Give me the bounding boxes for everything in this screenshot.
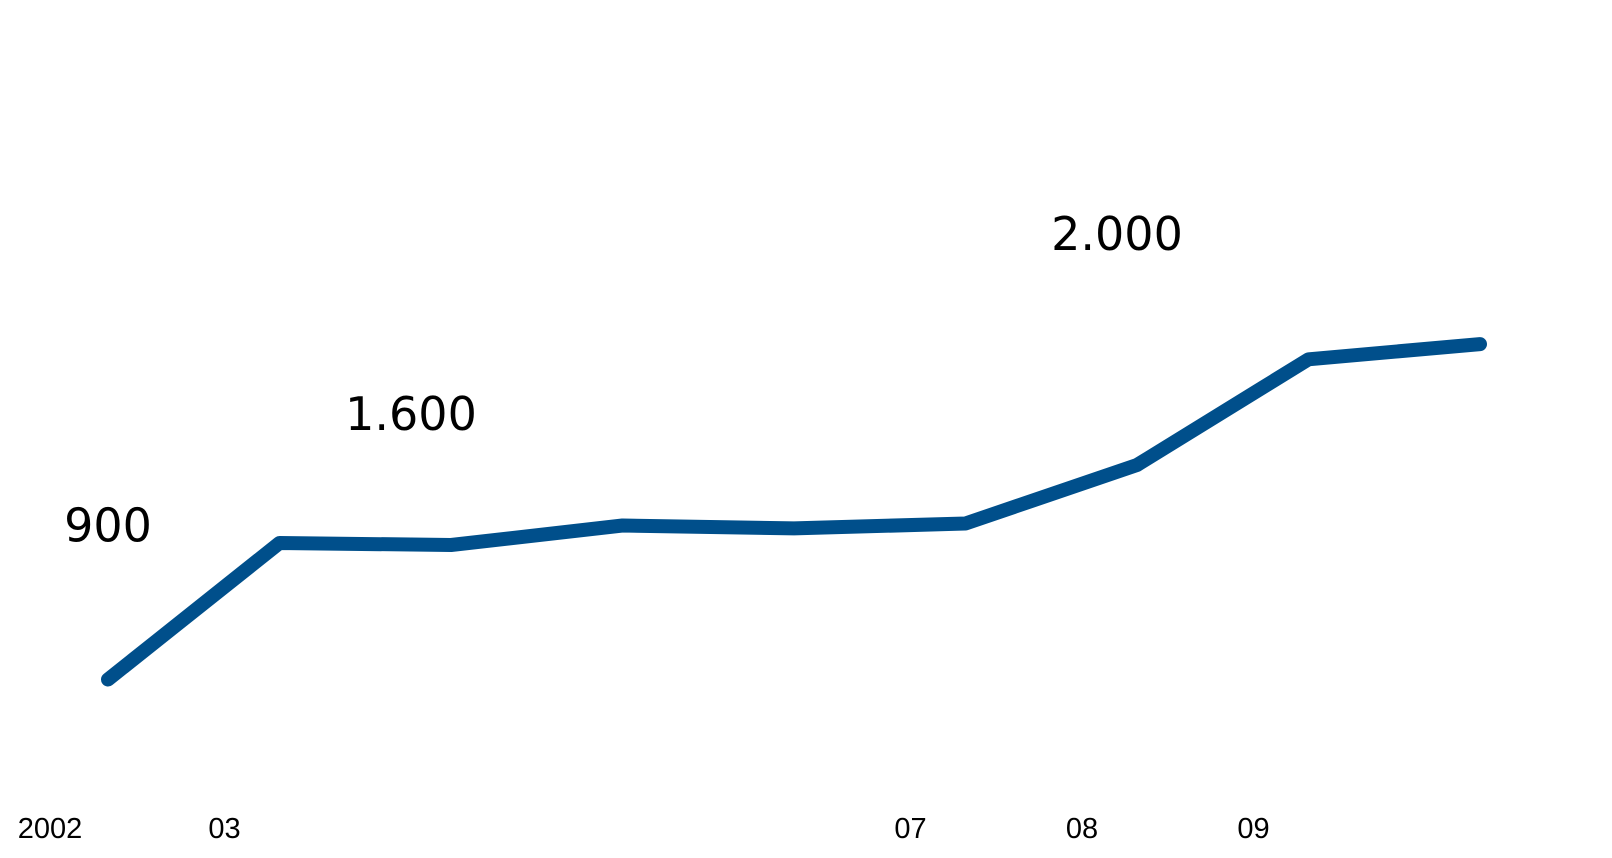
x-tick-label: 2002 — [18, 813, 83, 845]
series-lines — [101, 337, 1487, 687]
x-tick-label: 08 — [1066, 813, 1098, 845]
x-tick-label: 03 — [208, 813, 240, 845]
data-label: 900 — [64, 499, 152, 553]
x-axis-tick-labels: 2002 03 07 08 09 — [18, 813, 1270, 845]
x-tick-label: 09 — [1237, 813, 1269, 845]
data-label: 1.600 — [345, 387, 477, 441]
x-tick-label: 07 — [894, 813, 926, 845]
data-label: 2.000 — [1051, 207, 1183, 261]
series-line-0 — [101, 337, 1487, 687]
